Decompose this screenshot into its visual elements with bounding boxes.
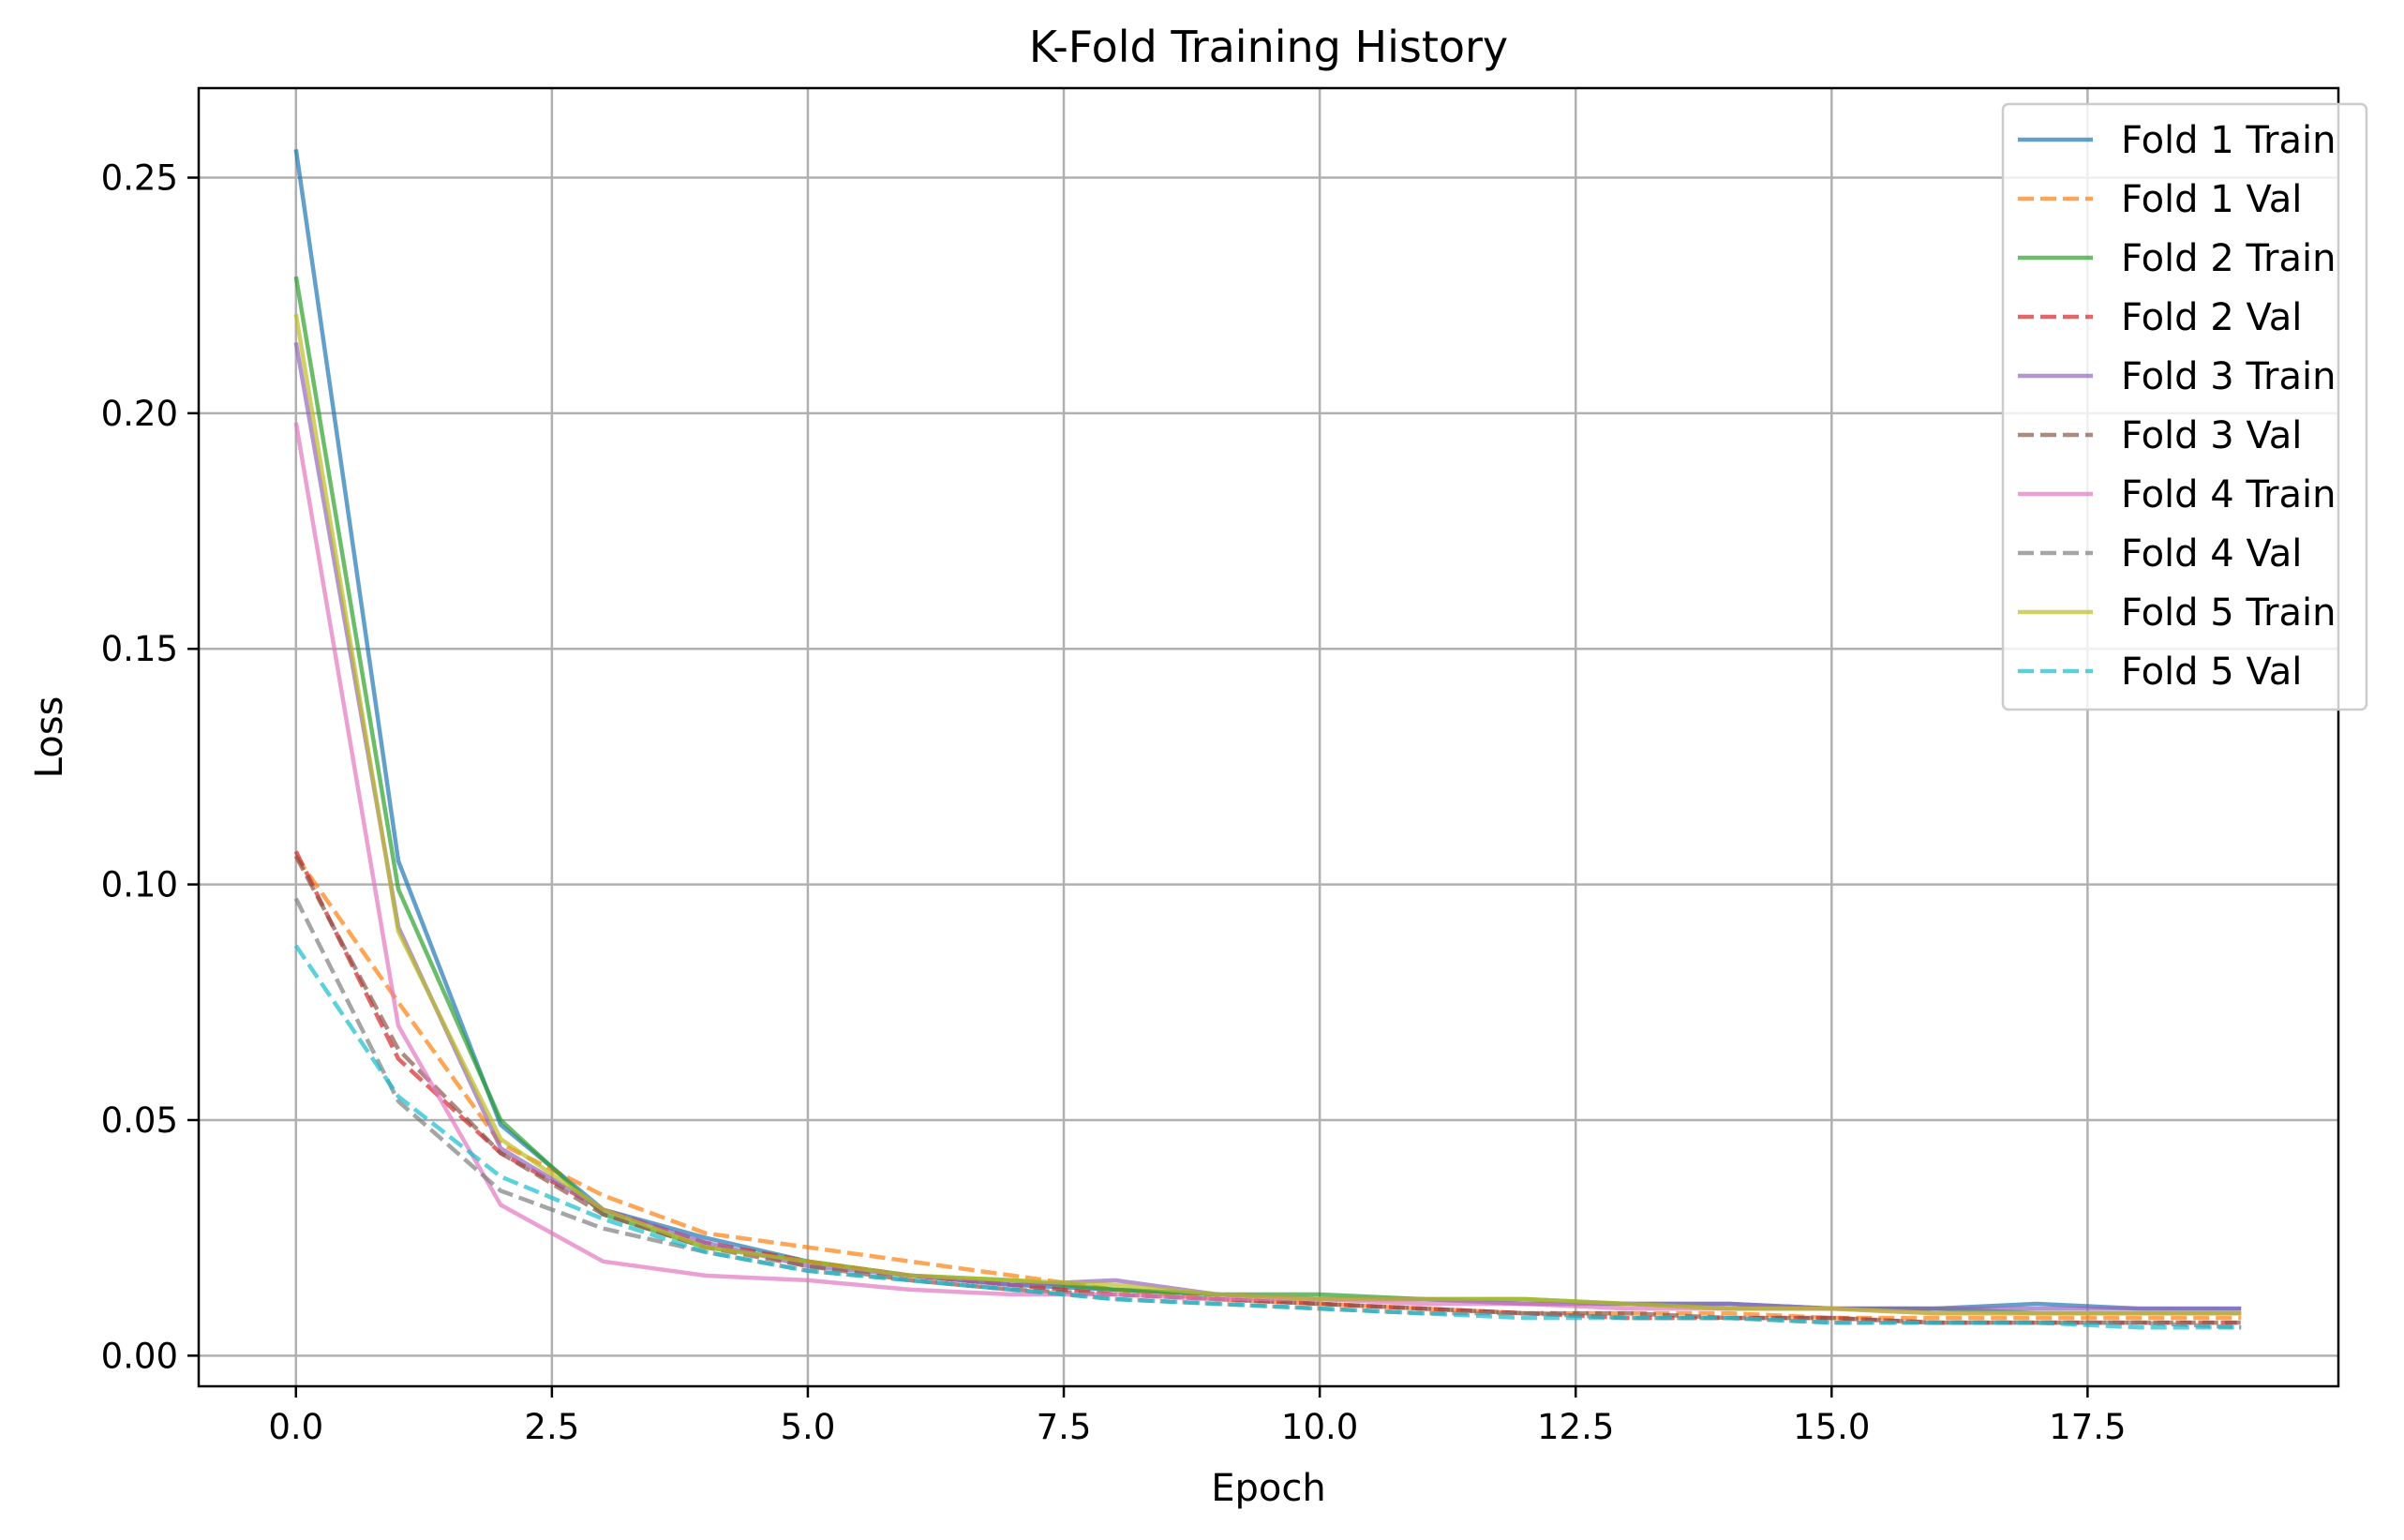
series-lines [293,149,2242,1330]
y-axis-label: Loss [28,696,71,779]
legend-label: Fold 5 Train [2121,591,2336,635]
y-tick-label: 0.05 [101,1100,178,1141]
x-axis-label: Epoch [1211,1467,1325,1510]
legend-label: Fold 5 Val [2121,650,2302,694]
x-tick-label: 0.0 [268,1407,323,1447]
legend-label: Fold 1 Train [2121,119,2336,162]
x-tick-label: 12.5 [1537,1407,1614,1447]
y-tick-label: 0.10 [101,865,178,905]
y-tick-label: 0.20 [101,394,178,434]
legend-label: Fold 4 Val [2121,532,2302,576]
legend-label: Fold 1 Val [2121,178,2302,221]
x-tick-label: 5.0 [781,1407,836,1447]
legend-label: Fold 4 Train [2121,473,2336,516]
legend-box [2001,102,2368,711]
legend-label: Fold 2 Val [2121,296,2302,339]
y-tick-label: 0.15 [101,629,178,669]
legend: Fold 1 Train Fold 1 Val Fold 2 Train Fold 2… [2001,102,2368,711]
x-tick-label: 17.5 [2049,1407,2126,1447]
x-tick-label: 10.0 [1281,1407,1358,1447]
x-tick-label: 2.5 [524,1407,579,1447]
series-line [293,313,2242,1316]
chart-title: K-Fold Training History [1029,22,1508,72]
legend-label: Fold 3 Val [2121,414,2302,457]
series-line [293,855,2242,1321]
series-line [293,944,2242,1330]
legend-label: Fold 3 Train [2121,355,2336,398]
x-tick-label: 7.5 [1037,1407,1092,1447]
legend-label: Fold 2 Train [2121,237,2336,280]
x-tick-label: 15.0 [1793,1407,1870,1447]
axis-ticks: 0.0 2.5 5.0 7.5 10.0 12.5 15.0 17.5 0.00 0.05 0.10… [101,158,2127,1447]
y-tick-label: 0.00 [101,1336,178,1376]
y-tick-label: 0.25 [101,158,178,199]
plot-frame [197,86,2340,1388]
